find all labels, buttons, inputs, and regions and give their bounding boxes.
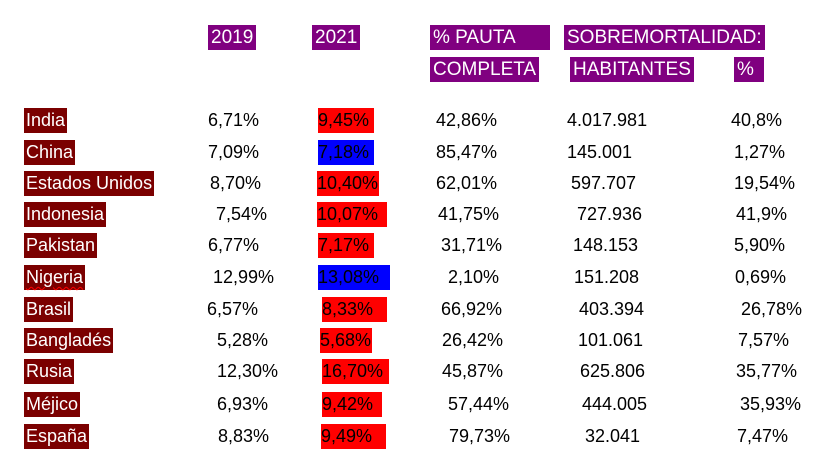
header-2021: 2021 (312, 25, 361, 50)
value-habitantes: 32.041 (585, 426, 641, 446)
value-2019: 8,83% (218, 426, 270, 446)
country-label: Nigeria (24, 265, 86, 290)
country-label: Pakistan (24, 233, 98, 258)
header-pct: % (734, 57, 764, 82)
value-habitantes: 145.001 (567, 142, 633, 162)
header-pauta-line1: % PAUTA (430, 25, 550, 50)
value-pauta: 45,87% (442, 361, 504, 381)
value-2021: 8,33% (322, 297, 387, 322)
value-pauta: 62,01% (436, 173, 498, 193)
value-habitantes: 444.005 (582, 394, 648, 414)
value-pauta: 2,10% (448, 267, 500, 287)
value-2019: 6,93% (217, 394, 269, 414)
value-pauta: 26,42% (442, 330, 504, 350)
value-2021: 10,40% (317, 171, 379, 196)
value-2021: 7,18% (318, 140, 374, 165)
value-pauta: 42,86% (436, 110, 498, 130)
value-2021: 9,49% (321, 424, 386, 449)
value-pct: 7,47% (737, 426, 789, 446)
value-pct: 5,90% (734, 235, 786, 255)
value-habitantes: 101.061 (578, 330, 644, 350)
value-pct: 35,77% (736, 361, 798, 381)
value-habitantes: 403.394 (579, 299, 645, 319)
value-pauta: 41,75% (438, 204, 500, 224)
value-habitantes: 727.936 (577, 204, 643, 224)
value-2019: 7,54% (216, 204, 268, 224)
header-sobremortalidad: SOBREMORTALIDAD: (564, 25, 765, 50)
value-pauta: 79,73% (449, 426, 511, 446)
value-pct: 35,93% (740, 394, 802, 414)
value-2021: 7,17% (318, 233, 374, 258)
value-pauta: 66,92% (441, 299, 503, 319)
header-habitantes: HABITANTES (570, 57, 694, 82)
value-habitantes: 597.707 (571, 173, 637, 193)
country-label: Brasil (24, 297, 74, 322)
spellcheck-underline: Nigeria (26, 267, 84, 287)
country-label: India (24, 108, 68, 133)
value-pct: 26,78% (741, 299, 803, 319)
country-label: China (24, 140, 76, 165)
value-2021: 5,68% (320, 328, 372, 353)
value-habitantes: 151.208 (574, 267, 640, 287)
value-pct: 19,54% (734, 173, 796, 193)
value-habitantes: 625.806 (580, 361, 646, 381)
value-pct: 41,9% (736, 204, 788, 224)
country-label: España (24, 424, 90, 449)
value-pct: 1,27% (734, 142, 786, 162)
value-2019: 8,70% (210, 173, 262, 193)
value-2021: 13,08% (318, 265, 390, 290)
value-2019: 6,57% (207, 299, 259, 319)
value-2019: 6,71% (208, 110, 260, 130)
value-2021: 16,70% (322, 359, 389, 384)
value-2019: 5,28% (217, 330, 269, 350)
value-2019: 12,30% (217, 361, 279, 381)
value-2021: 9,45% (318, 108, 374, 133)
country-label: Indonesia (24, 202, 107, 227)
header-pauta-line2: COMPLETA (430, 57, 540, 82)
value-2019: 12,99% (213, 267, 275, 287)
country-label: Estados Unidos (24, 171, 155, 196)
country-label: Méjico (24, 392, 81, 417)
value-2021: 10,07% (317, 202, 387, 227)
value-pauta: 57,44% (448, 394, 510, 414)
value-habitantes: 148.153 (573, 235, 639, 255)
value-pauta: 85,47% (436, 142, 498, 162)
header-2019: 2019 (208, 25, 257, 50)
value-habitantes: 4.017.981 (567, 110, 648, 130)
value-pct: 7,57% (738, 330, 790, 350)
country-label: Bangladés (24, 328, 114, 353)
country-label: Rusia (24, 359, 75, 384)
value-pauta: 31,71% (441, 235, 503, 255)
value-pct: 0,69% (735, 267, 787, 287)
value-2019: 6,77% (208, 235, 260, 255)
value-2019: 7,09% (208, 142, 260, 162)
value-2021: 9,42% (322, 392, 382, 417)
value-pct: 40,8% (731, 110, 783, 130)
